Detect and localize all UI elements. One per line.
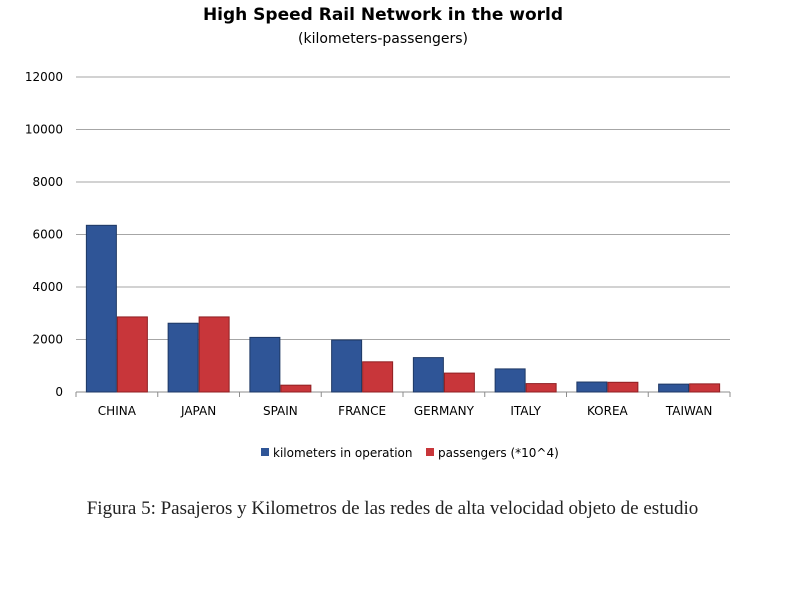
bar-kilometers bbox=[167, 322, 199, 393]
x-tick-label: GERMANY bbox=[414, 404, 475, 418]
bar-kilometers bbox=[85, 224, 117, 393]
chart-subtitle: (kilometers-passengers) bbox=[298, 31, 468, 47]
y-tick-label: 4000 bbox=[32, 280, 63, 294]
x-tick-label: JAPAN bbox=[180, 404, 216, 418]
bar-passengers bbox=[443, 372, 475, 393]
chart: High Speed Rail Network in the world (ki… bbox=[25, 5, 731, 460]
bar-kilometers bbox=[249, 336, 281, 393]
bar-passengers bbox=[362, 361, 394, 393]
y-tick-label: 8000 bbox=[32, 175, 63, 189]
bar-kilometers bbox=[658, 383, 690, 393]
bar-passengers bbox=[116, 316, 148, 393]
figure-caption: Figura 5: Pasajeros y Kilometros de las … bbox=[86, 498, 699, 519]
legend: kilometers in operation passengers (*10^… bbox=[261, 446, 559, 460]
bars bbox=[85, 224, 721, 393]
x-tick-label: KOREA bbox=[587, 404, 629, 418]
y-tick-label: 12000 bbox=[25, 70, 63, 84]
legend-label-kilometers: kilometers in operation bbox=[273, 446, 413, 460]
y-tick-label: 2000 bbox=[32, 333, 63, 347]
bar-passengers bbox=[280, 384, 312, 393]
bar-kilometers bbox=[331, 339, 363, 393]
x-tick-label: SPAIN bbox=[263, 404, 298, 418]
x-tick-label: FRANCE bbox=[338, 404, 386, 418]
legend-swatch-kilometers bbox=[261, 448, 269, 456]
y-tick-label: 10000 bbox=[25, 123, 63, 137]
x-tick-label: TAIWAN bbox=[665, 404, 713, 418]
y-tick-label: 0 bbox=[55, 385, 63, 399]
bar-passengers bbox=[689, 383, 721, 393]
bar-passengers bbox=[607, 381, 639, 393]
y-tick-label: 6000 bbox=[32, 228, 63, 242]
y-axis-ticks: 0 2000 4000 6000 8000 10000 12000 bbox=[25, 70, 63, 399]
bar-kilometers bbox=[576, 381, 608, 393]
x-tick-label: ITALY bbox=[510, 404, 541, 418]
x-tick-label: CHINA bbox=[98, 404, 137, 418]
x-axis-ticks: CHINA JAPAN SPAIN FRANCE GERMANY ITALY KOREA TA… bbox=[75, 392, 731, 418]
bar-passengers bbox=[198, 316, 230, 393]
legend-label-passengers: passengers (*10^4) bbox=[438, 446, 559, 460]
bar-kilometers bbox=[494, 368, 526, 393]
legend-swatch-passengers bbox=[426, 448, 434, 456]
chart-title: High Speed Rail Network in the world bbox=[203, 5, 563, 25]
bar-kilometers bbox=[412, 357, 444, 393]
bar-passengers bbox=[525, 383, 557, 393]
